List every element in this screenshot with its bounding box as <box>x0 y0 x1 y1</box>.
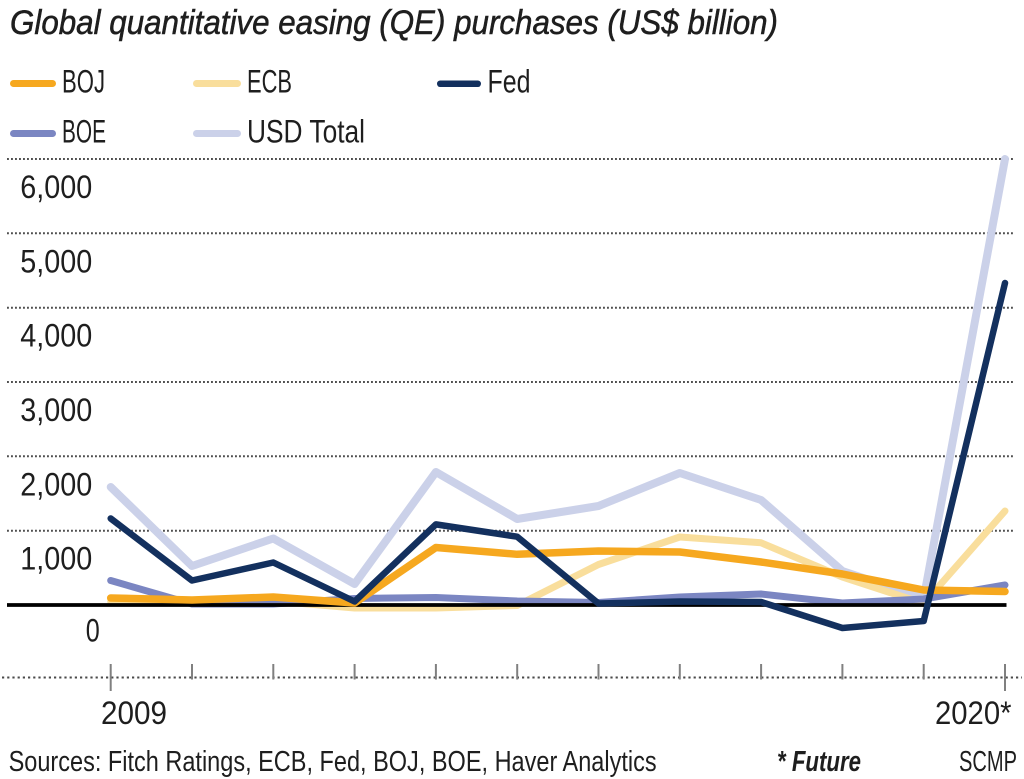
svg-text:5,000: 5,000 <box>20 243 92 279</box>
svg-text:USD Total: USD Total <box>247 114 365 150</box>
svg-text:1,000: 1,000 <box>20 541 92 577</box>
svg-text:BOE: BOE <box>62 114 106 150</box>
svg-text:ECB: ECB <box>247 64 292 100</box>
svg-text:2020*: 2020* <box>935 695 1012 731</box>
svg-text:BOJ: BOJ <box>62 64 105 100</box>
svg-text:3,000: 3,000 <box>20 392 92 428</box>
svg-text:6,000: 6,000 <box>20 169 92 205</box>
svg-text:Sources: Fitch Ratings, ECB, F: Sources: Fitch Ratings, ECB, Fed, BOJ, B… <box>9 746 657 778</box>
svg-text:4,000: 4,000 <box>20 318 92 354</box>
svg-text:2,000: 2,000 <box>20 466 92 502</box>
svg-text:0: 0 <box>86 613 100 649</box>
svg-text:SCMP: SCMP <box>959 746 1017 778</box>
svg-text:2009: 2009 <box>101 695 167 731</box>
svg-text:Global quantitative easing (QE: Global quantitative easing (QE) purchase… <box>10 4 778 42</box>
svg-text:Fed: Fed <box>488 64 531 100</box>
svg-text:* Future: * Future <box>777 746 861 778</box>
